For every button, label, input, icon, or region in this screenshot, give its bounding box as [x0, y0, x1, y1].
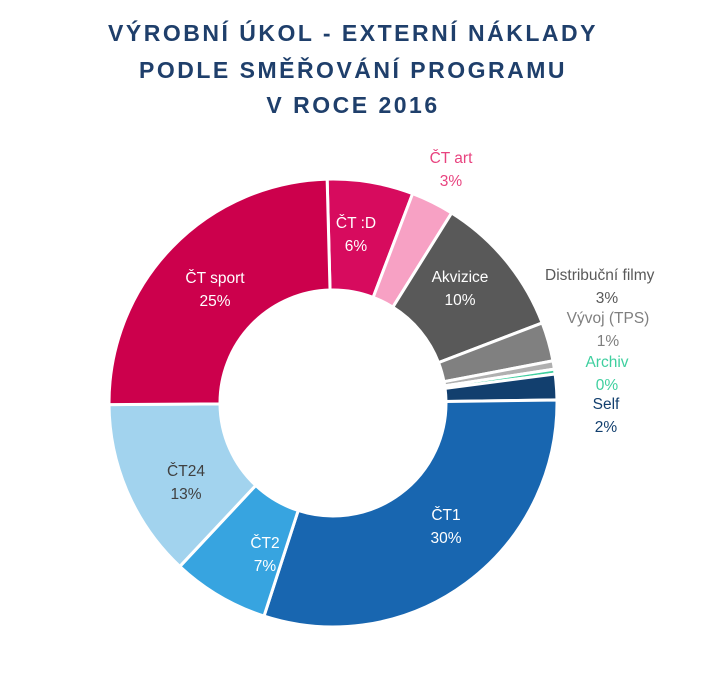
slice-čt-sport — [107, 177, 332, 407]
slice-label-percent: 7% — [254, 558, 277, 575]
slice-label-percent: 25% — [199, 293, 230, 310]
slice-label-percent: 3% — [440, 173, 463, 190]
slice-label-name: ČT2 — [250, 535, 279, 552]
slice-label-percent: 0% — [596, 377, 619, 394]
slice-label-name: Distribuční filmy — [545, 267, 655, 284]
slice-label-name: Vývoj (TPS) — [567, 310, 650, 327]
slice-label-name: Akvizice — [432, 269, 489, 286]
slice-label-name: ČT1 — [431, 507, 460, 524]
chart-title-line-1: VÝROBNÍ ÚKOL - EXTERNÍ NÁKLADY — [108, 20, 598, 46]
slice-label-percent: 10% — [444, 292, 475, 309]
slice-label-name: ČT sport — [185, 270, 245, 287]
slice-label-name: ČT :D — [336, 215, 376, 232]
slice-label-name: ČT art — [430, 150, 473, 167]
slice-label-percent: 1% — [597, 333, 620, 350]
slice-label-percent: 2% — [595, 419, 618, 436]
slice-label-percent: 6% — [345, 238, 368, 255]
slice-label-percent: 13% — [170, 486, 201, 503]
slice-label-percent: 30% — [430, 530, 461, 547]
chart-title-line-2: PODLE SMĚŘOVÁNÍ PROGRAMU — [138, 57, 568, 83]
slice-čt1 — [262, 398, 559, 629]
slice-label-percent: 3% — [596, 290, 619, 307]
slice-label-name: Self — [593, 396, 620, 413]
slice-label-name: Archiv — [585, 354, 628, 371]
slice-label-name: ČT24 — [167, 463, 205, 480]
chart-title-line-3: V ROCE 2016 — [266, 92, 440, 118]
